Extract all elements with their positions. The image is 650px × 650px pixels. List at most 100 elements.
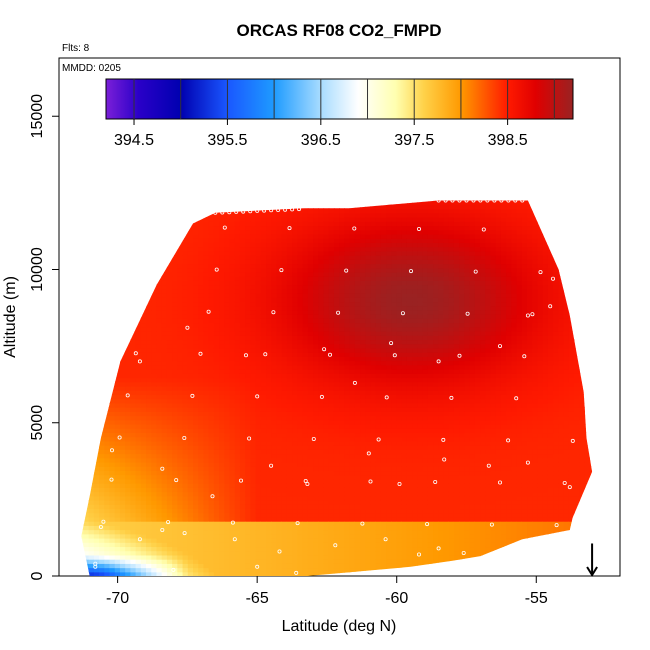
- field-cell: [302, 487, 309, 493]
- field-cell: [213, 280, 220, 286]
- field-cell: [119, 491, 126, 497]
- field-cell: [146, 322, 152, 328]
- field-cell: [109, 407, 116, 412]
- field-cell: [213, 326, 220, 332]
- field-cell: [140, 390, 147, 396]
- field-cell: [260, 385, 267, 391]
- field-cell: [208, 571, 215, 576]
- field-cell: [297, 398, 304, 404]
- field-cell: [193, 335, 199, 341]
- field-cell: [323, 478, 330, 484]
- field-cell: [266, 461, 272, 467]
- field-cell: [161, 559, 168, 564]
- field-cell: [302, 356, 309, 362]
- field-cell: [135, 440, 142, 446]
- field-cell: [219, 288, 225, 294]
- field-cell: [245, 415, 252, 421]
- field-cell: [339, 339, 345, 345]
- field-cell: [229, 533, 236, 539]
- field-cell: [292, 297, 298, 303]
- field-cell: [219, 331, 225, 336]
- field-cell: [140, 461, 147, 467]
- field-cell: [198, 550, 205, 556]
- field-cell: [208, 483, 215, 488]
- field-cell: [360, 453, 366, 459]
- field-cell: [344, 364, 351, 370]
- field-cell: [166, 554, 173, 560]
- field-cell: [213, 567, 220, 573]
- field-cell: [208, 440, 215, 446]
- field-cell: [177, 377, 184, 383]
- field-cell: [333, 377, 340, 383]
- field-cell: [318, 411, 325, 417]
- field-cell: [193, 512, 199, 518]
- field-cell: [161, 347, 168, 353]
- field-cell: [109, 436, 116, 442]
- field-cell: [245, 293, 252, 298]
- field-cell: [239, 322, 246, 328]
- field-cell: [245, 407, 252, 412]
- field-cell: [297, 331, 304, 336]
- field-cell: [213, 432, 220, 438]
- field-cell: [203, 364, 210, 370]
- field-cell: [177, 398, 184, 404]
- field-cell: [255, 280, 262, 286]
- field-cell: [83, 525, 90, 531]
- field-cell: [140, 470, 147, 476]
- field-cell: [313, 533, 319, 539]
- field-cell: [286, 550, 293, 556]
- field-cell: [297, 276, 304, 281]
- field-cell: [208, 225, 215, 231]
- field-cell: [323, 250, 330, 256]
- field-cell: [302, 483, 309, 488]
- field-cell: [344, 208, 351, 214]
- field-cell: [119, 550, 126, 556]
- field-cell: [88, 550, 95, 556]
- field-cell: [292, 331, 298, 336]
- field-cell: [177, 550, 184, 556]
- field-cell: [177, 508, 184, 514]
- field-cell: [177, 267, 184, 273]
- field-cell: [239, 360, 246, 366]
- field-cell: [198, 221, 205, 227]
- field-cell: [313, 301, 319, 307]
- field-cell: [234, 377, 241, 383]
- field-cell: [349, 516, 356, 522]
- field-cell: [99, 495, 105, 501]
- field-cell: [203, 402, 210, 408]
- field-cell: [109, 470, 116, 476]
- field-cell: [271, 271, 278, 277]
- field-cell: [297, 563, 304, 569]
- field-cell: [286, 339, 293, 345]
- field-cell: [271, 288, 278, 294]
- field-cell: [208, 461, 215, 467]
- field-cell: [271, 356, 278, 362]
- field-cell: [213, 373, 220, 379]
- field-cell: [166, 474, 173, 480]
- field-cell: [156, 550, 163, 556]
- field-cell: [245, 305, 252, 311]
- field-cell: [250, 537, 257, 543]
- field-cell: [234, 297, 241, 303]
- field-cell: [198, 478, 205, 484]
- field-cell: [182, 461, 189, 467]
- field-cell: [297, 411, 304, 417]
- field-cell: [135, 449, 142, 455]
- field-cell: [323, 525, 330, 531]
- field-cell: [339, 428, 345, 434]
- field-cell: [93, 537, 100, 543]
- field-cell: [239, 318, 246, 324]
- field-cell: [125, 537, 131, 543]
- field-cell: [307, 398, 314, 404]
- field-cell: [187, 225, 194, 231]
- field-cell: [344, 478, 351, 484]
- field-cell: [333, 339, 340, 345]
- field-cell: [172, 284, 178, 290]
- field-cell: [297, 457, 304, 463]
- field-cell: [349, 398, 356, 404]
- field-cell: [109, 483, 116, 488]
- field-cell: [266, 529, 272, 535]
- field-cell: [354, 309, 361, 315]
- field-cell: [302, 402, 309, 408]
- field-cell: [208, 445, 215, 450]
